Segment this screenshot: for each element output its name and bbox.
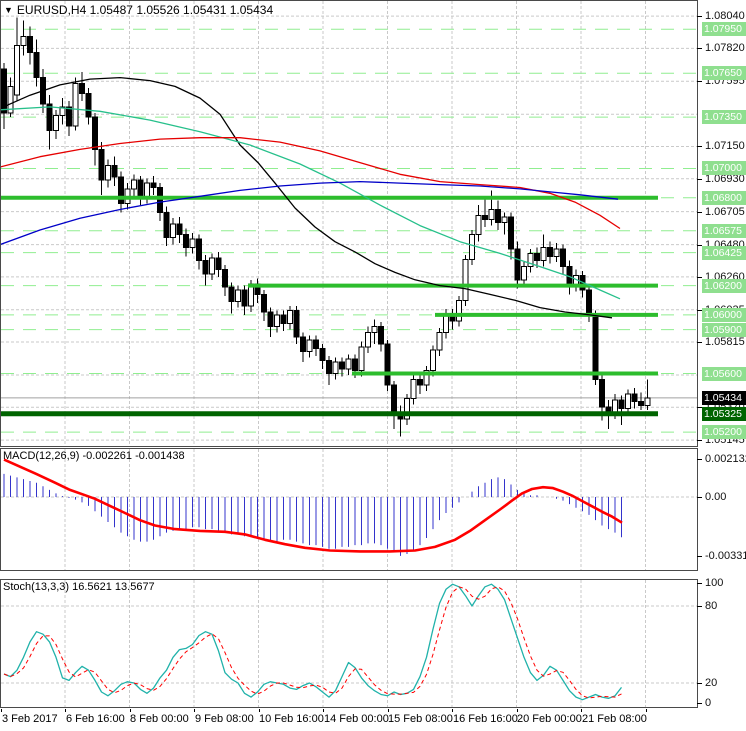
time-scale[interactable]: 3 Feb 2017 6 Feb 16:00 8 Feb 00:00 9 Feb 08… (0, 709, 697, 731)
price-level-badge: 1.06800 (702, 190, 746, 205)
time-tick (452, 709, 453, 712)
price-level-badge: 1.07350 (702, 110, 746, 125)
time-tick (0, 709, 2, 712)
time-label: 10 Feb 16:00 (259, 713, 324, 725)
time-label: 9 Feb 08:00 (195, 713, 254, 725)
axis-tick (697, 146, 702, 148)
time-tick (581, 709, 582, 712)
stoch-scale-label: 0 (705, 697, 712, 709)
axis-tick (697, 683, 702, 684)
price-level-badge: 1.07650 (702, 66, 746, 81)
price-level-badge: 1.06200 (702, 278, 746, 293)
time-label: 8 Feb 00:00 (130, 713, 189, 725)
macd-pane[interactable] (0, 448, 698, 572)
time-tick (645, 709, 647, 712)
price-label: 1.06930 (705, 172, 745, 185)
axis-tick (697, 703, 702, 704)
time-tick (516, 709, 518, 712)
axis-tick (697, 342, 702, 344)
price-label: 1.08040 (705, 10, 745, 23)
axis-tick (697, 440, 702, 442)
symbol-dropdown-icon[interactable]: ▼ (4, 5, 13, 15)
macd-scale-label: 0.002132 (705, 453, 746, 465)
current-price-badge: 1.05434 (702, 390, 746, 405)
axis-tick (697, 309, 702, 311)
time-tick (65, 709, 66, 712)
time-tick (194, 709, 195, 712)
price-level-badge: 1.06000 (702, 307, 746, 322)
time-label: 16 Feb 16:00 (453, 713, 518, 725)
price-level-badge: 1.07950 (702, 22, 746, 37)
price-label: 1.07150 (705, 140, 745, 153)
axis-tick (697, 459, 702, 460)
axis-tick (697, 276, 702, 278)
time-label: 6 Feb 16:00 (66, 713, 125, 725)
axis-tick (697, 407, 702, 409)
chart-title-text: EURUSD,H4 1.05487 1.05526 1.05431 1.0543… (16, 3, 274, 17)
chart-title: ▼ EURUSD,H4 1.05487 1.05526 1.05431 1.054… (4, 3, 273, 17)
price-label: 1.07820 (705, 42, 745, 55)
stochastic-pane[interactable] (0, 578, 698, 709)
axis-tick (697, 606, 702, 607)
axis-tick (697, 81, 702, 83)
price-label: 1.05815 (705, 336, 745, 349)
axis-tick (697, 244, 702, 246)
time-tick (387, 709, 389, 712)
price-scale[interactable]: 1.08040 1.07820 1.07595 1.07150 1.06930 1.067… (697, 0, 746, 731)
macd-scale-label: 0.00 (705, 491, 727, 503)
stoch-scale-label: 20 (705, 677, 718, 689)
axis-tick (697, 48, 702, 50)
price-level-badge: 1.05900 (702, 322, 746, 337)
axis-tick (697, 16, 702, 18)
time-label: 3 Feb 2017 (2, 713, 58, 725)
axis-tick (697, 556, 702, 557)
axis-tick (697, 583, 702, 584)
stoch-scale-label: 80 (705, 600, 718, 612)
price-level-badge: 1.07000 (702, 161, 746, 176)
time-label: 21 Feb 08:00 (582, 713, 647, 725)
price-level-badge: 1.06575 (702, 223, 746, 238)
macd-indicator-label: MACD(12,26,9) -0.002261 -0.001438 (3, 450, 185, 462)
time-tick (323, 709, 324, 712)
price-label: 1.06705 (705, 205, 745, 218)
price-level-badge: 1.05600 (702, 366, 746, 381)
axis-tick (697, 497, 702, 498)
time-label: 14 Feb 00:00 (324, 713, 389, 725)
price-level-badge: 1.05200 (702, 425, 746, 440)
time-label: 15 Feb 08:00 (388, 713, 453, 725)
dark-level-badge: 1.05325 (702, 406, 746, 421)
time-tick (258, 709, 260, 712)
time-tick (129, 709, 131, 712)
time-label: 20 Feb 00:00 (517, 713, 582, 725)
axis-tick (697, 211, 702, 213)
axis-tick (697, 178, 702, 180)
price-chart-pane[interactable] (0, 0, 698, 448)
stochastic-indicator-label: Stoch(13,3,3) 16.5621 13.5677 (3, 581, 155, 593)
stoch-scale-label: 100 (705, 577, 724, 589)
price-level-badge: 1.06425 (702, 245, 746, 260)
